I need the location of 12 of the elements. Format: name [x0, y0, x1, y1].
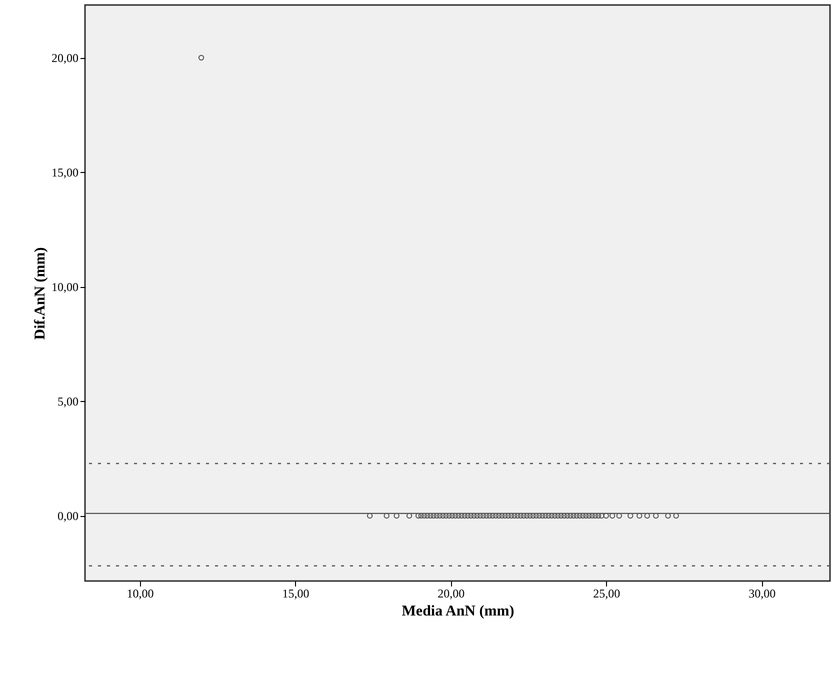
- x-tick-label: 20,00: [438, 586, 465, 600]
- x-tick-label: 10,00: [126, 586, 154, 600]
- y-axis-title: Dif.AnN (mm): [32, 247, 48, 340]
- x-tick-label: 15,00: [282, 586, 310, 600]
- x-axis-title: Media AnN (mm): [402, 604, 514, 620]
- x-tick-label: 30,00: [748, 586, 776, 600]
- y-tick-label: 15,00: [52, 166, 78, 180]
- y-tick-label: 5,00: [58, 394, 78, 409]
- y-tick-label: 20,00: [52, 51, 78, 66]
- x-tick-label: 25,00: [593, 586, 620, 600]
- y-tick-label: 0,00: [58, 509, 78, 524]
- y-tick-label: 10,00: [52, 280, 78, 294]
